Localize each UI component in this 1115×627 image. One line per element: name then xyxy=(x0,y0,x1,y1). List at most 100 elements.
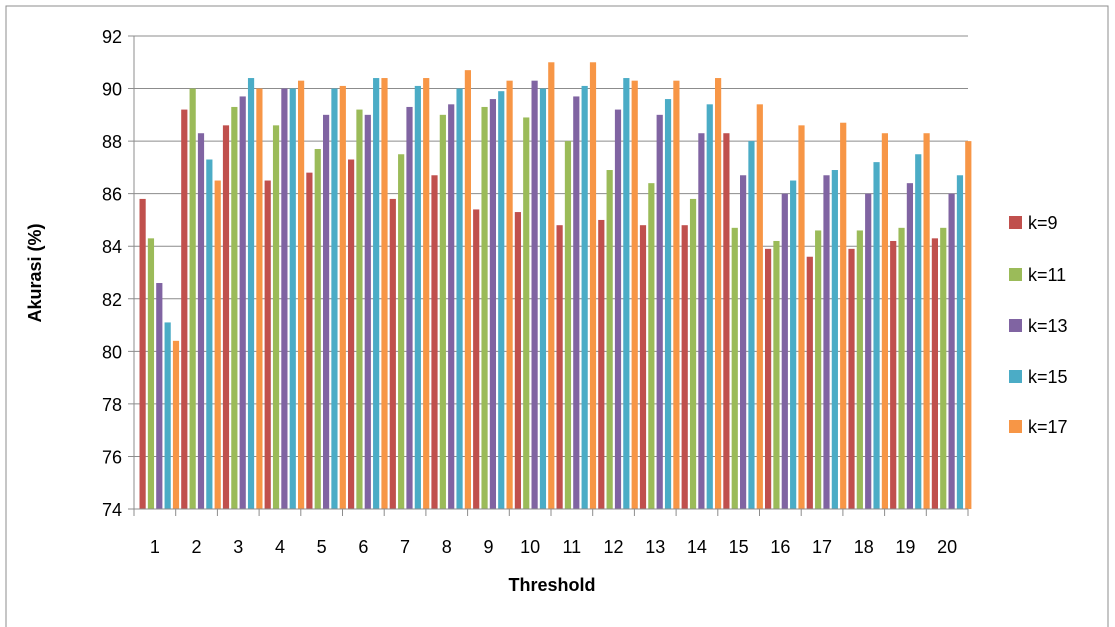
bar-k-9-t20 xyxy=(931,238,938,510)
y-tick-label: 84 xyxy=(102,237,122,257)
bar-k-13-t8 xyxy=(448,104,455,510)
bar-k-17-t9 xyxy=(506,80,513,509)
x-tick-labels: 1 2 3 4 5 6 7 8 9 10 11 12 13 14 15 16 17 18 19 20 xyxy=(150,537,957,557)
bar-k-15-t6 xyxy=(373,78,380,510)
legend-swatch xyxy=(1009,319,1022,332)
x-tick-label: 6 xyxy=(358,537,368,557)
bar-k-9-t14 xyxy=(681,225,688,509)
bar-k-11-t7 xyxy=(398,154,405,509)
y-tick-label: 92 xyxy=(102,27,122,47)
bar-k-9-t11 xyxy=(556,225,563,509)
x-tick-label: 20 xyxy=(937,537,957,557)
bar-k-11-t3 xyxy=(231,106,238,509)
bar-k-15-t2 xyxy=(206,159,213,509)
bar-k-13-t11 xyxy=(573,96,580,509)
x-tick-label: 11 xyxy=(563,537,582,557)
bar-k-15-t20 xyxy=(956,175,964,509)
bar-k-15-t15 xyxy=(748,141,755,509)
bar-k-17-t17 xyxy=(840,122,847,509)
bars xyxy=(139,62,972,510)
bar-k-9-t17 xyxy=(806,256,813,509)
bar-k-17-t11 xyxy=(589,62,597,510)
bar-k-13-t18 xyxy=(865,193,872,509)
bar-k-13-t5 xyxy=(323,114,330,509)
bar-k-15-t1 xyxy=(164,322,171,509)
bar-k-13-t15 xyxy=(740,175,747,509)
bar-k-9-t4 xyxy=(264,180,271,509)
bar-k-9-t5 xyxy=(306,172,313,509)
bar-k-11-t10 xyxy=(523,117,530,509)
x-tick-label: 8 xyxy=(442,537,452,557)
bar-k-17-t4 xyxy=(298,80,305,509)
bar-k-17-t13 xyxy=(673,80,680,509)
bar-k-13-t4 xyxy=(281,88,288,510)
bar-k-17-t3 xyxy=(256,88,263,510)
bar-k-9-t12 xyxy=(598,219,605,509)
x-tick-label: 3 xyxy=(233,537,243,557)
y-tick-label: 82 xyxy=(102,290,122,310)
x-tick-label: 14 xyxy=(687,537,707,557)
bar-k-11-t15 xyxy=(731,227,738,510)
x-tick-label: 13 xyxy=(645,537,665,557)
y-tick-label: 74 xyxy=(102,500,122,520)
x-tick-label: 19 xyxy=(895,537,915,557)
x-tick-label: 16 xyxy=(770,537,790,557)
x-tick-label: 17 xyxy=(812,537,832,557)
bar-k-11-t19 xyxy=(898,227,905,510)
bar-k-15-t18 xyxy=(873,162,880,509)
legend-swatch xyxy=(1009,268,1022,281)
bar-k-17-t19 xyxy=(923,133,930,509)
legend-label: k=13 xyxy=(1028,316,1068,336)
bar-k-17-t12 xyxy=(631,80,638,509)
bar-k-13-t9 xyxy=(489,99,496,510)
bar-k-13-t14 xyxy=(698,133,705,509)
bar-k-13-t12 xyxy=(614,109,622,510)
bar-k-15-t16 xyxy=(790,180,797,509)
bar-k-11-t12 xyxy=(606,170,613,509)
bar-k-13-t3 xyxy=(239,96,246,509)
bar-k-11-t5 xyxy=(314,148,321,509)
bar-k-13-t10 xyxy=(531,80,538,509)
axes xyxy=(133,36,969,516)
bar-k-17-t8 xyxy=(464,70,471,510)
y-axis-label: Akurasi (%) xyxy=(25,223,45,322)
bar-k-17-t18 xyxy=(881,133,888,509)
bar-k-15-t5 xyxy=(331,88,338,510)
bar-k-13-t16 xyxy=(781,193,788,509)
bar-k-13-t17 xyxy=(823,175,830,509)
bar-k-17-t2 xyxy=(214,180,221,509)
bar-k-15-t9 xyxy=(498,91,505,509)
x-tick-label: 2 xyxy=(192,537,202,557)
y-tick-label: 78 xyxy=(102,395,122,415)
bar-k-15-t12 xyxy=(623,78,630,510)
bar-k-9-t6 xyxy=(348,159,355,509)
y-tick-label: 80 xyxy=(102,342,122,362)
x-tick-label: 18 xyxy=(854,537,874,557)
bar-k-11-t2 xyxy=(189,88,196,510)
bar-k-13-t19 xyxy=(906,183,913,509)
bar-k-15-t10 xyxy=(539,88,547,510)
bar-k-17-t20 xyxy=(965,141,972,509)
bar-k-15-t3 xyxy=(247,78,255,510)
bar-k-11-t14 xyxy=(689,198,697,509)
legend: k=9 k=11 k=13 k=15 k=17 xyxy=(1009,213,1068,437)
bar-k-17-t1 xyxy=(172,340,180,509)
bar-k-13-t7 xyxy=(406,106,413,509)
y-tick-label: 90 xyxy=(102,80,122,100)
y-tick-label: 76 xyxy=(102,447,122,467)
bar-k-15-t11 xyxy=(581,85,588,509)
y-tick-label: 88 xyxy=(102,132,122,152)
bar-k-11-t18 xyxy=(856,230,863,509)
bar-k-9-t13 xyxy=(639,225,647,509)
bar-k-17-t16 xyxy=(798,125,805,509)
bar-k-17-t6 xyxy=(381,78,388,510)
bar-k-11-t11 xyxy=(564,141,572,509)
bar-k-17-t5 xyxy=(339,85,346,509)
bar-k-9-t19 xyxy=(890,240,897,509)
bar-k-17-t10 xyxy=(548,62,555,510)
bar-k-17-t14 xyxy=(715,78,722,510)
x-tick-label: 10 xyxy=(520,537,540,557)
bar-k-15-t14 xyxy=(706,104,713,510)
y-tick-label: 86 xyxy=(102,185,122,205)
bar-k-15-t8 xyxy=(456,88,463,510)
